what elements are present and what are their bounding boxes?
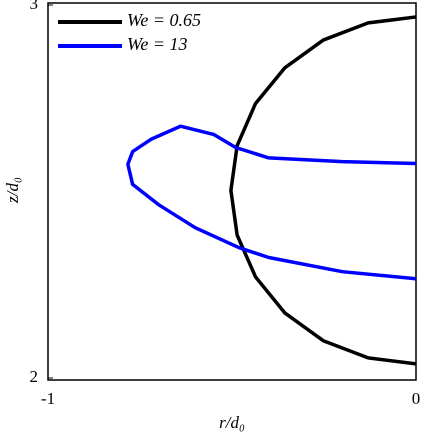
legend-label: We = 0.65	[127, 10, 201, 30]
y-axis-label: z/d₀	[3, 177, 22, 204]
legend-label: We = 13	[127, 34, 187, 54]
x-tick-label: 0	[412, 389, 421, 408]
series-line	[126, 124, 417, 281]
y-tick-label: 2	[30, 367, 39, 386]
x-tick-label: -1	[41, 389, 55, 408]
y-tick-label: 3	[30, 0, 39, 13]
x-axis-label: r/d₀	[219, 413, 245, 432]
series-line	[229, 15, 417, 366]
plot-frame	[47, 2, 417, 381]
